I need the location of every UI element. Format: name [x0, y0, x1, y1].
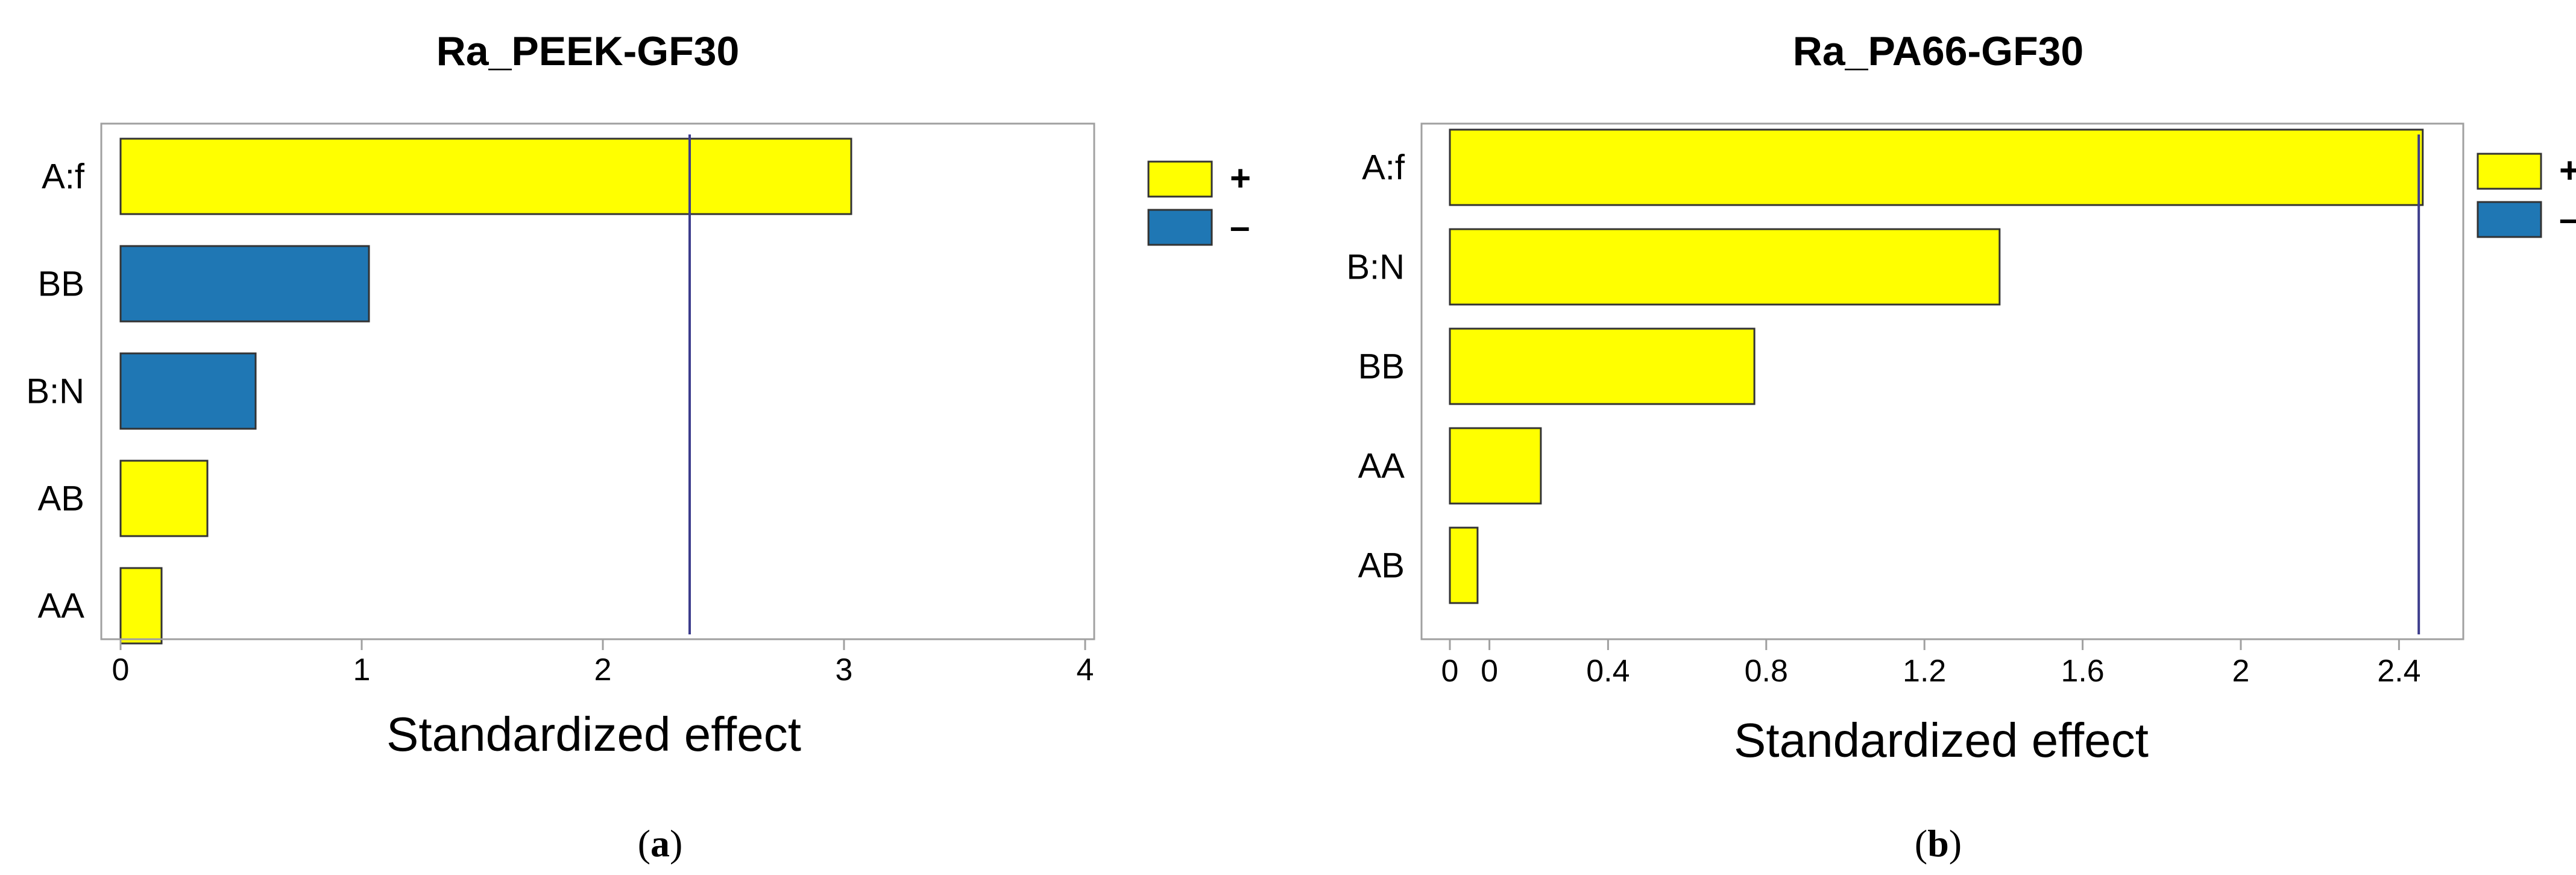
panel-b-tick-label: 0 [1441, 654, 1459, 689]
panel-b: Ra_PA66-GF30 0 0 0.4 0.8 1.2 1.6 2 2.4 A:f B:N BB… [1346, 28, 2576, 865]
panel-b-category-label: AA [1358, 447, 1405, 486]
panel-b-x-axis-label: Standardized effect [1734, 713, 2149, 767]
panel-b-tick-label: 0.8 [1745, 654, 1788, 689]
panel-b-legend-label: + [2559, 150, 2576, 191]
panel-a-caption: (a) [638, 822, 683, 865]
panel-a-category-label: AA [38, 587, 85, 626]
panel-b-category-label: B:N [1346, 248, 1405, 287]
panel-b-bar-ab [1449, 526, 1479, 604]
panel-b-caption: (b) [1915, 822, 1962, 865]
panel-b-legend: +– [2477, 150, 2576, 239]
panel-b-tick-label: 0 [1481, 654, 1498, 689]
panel-a: Ra_PEEK-GF30 0 1 2 3 4 A:f BB B:N AB AA Standard… [26, 28, 1251, 865]
panel-b-tick-label: 2 [2232, 654, 2250, 689]
panel-a-tick-label: 4 [1077, 652, 1094, 687]
panel-b-category-label: A:f [1362, 148, 1405, 188]
panel-a-category-label: A:f [42, 157, 85, 197]
panel-a-tick-label: 1 [353, 652, 371, 687]
panel-a-legend-label: – [1230, 206, 1250, 247]
panel-b-title: Ra_PA66-GF30 [1793, 28, 2084, 74]
panel-a-bar-ab [119, 460, 209, 537]
panel-b-bar-aa [1449, 427, 1542, 505]
panel-a-x-axis-label: Standardized effect [386, 707, 801, 761]
panel-a-legend: +– [1147, 158, 1251, 247]
panel-a-legend-label: + [1230, 158, 1251, 198]
panel-a-tick-label: 0 [112, 652, 130, 687]
panel-a-category-label: BB [38, 265, 84, 304]
panel-a-title: Ra_PEEK-GF30 [436, 28, 740, 74]
panel-a-legend-swatch [1147, 209, 1213, 246]
panel-b-tick-label: 1.2 [1903, 654, 1946, 689]
panel-b-legend-swatch [2477, 201, 2542, 238]
panel-a-bar-bb [119, 245, 370, 323]
panel-a-category-label: B:N [26, 372, 84, 411]
panel-a-tick-label: 3 [836, 652, 853, 687]
panel-b-category-label: BB [1358, 347, 1405, 387]
panel-b-legend-label: – [2559, 198, 2576, 239]
panel-b-category-label: AB [1358, 546, 1405, 586]
panel-a-category-label: AB [38, 479, 84, 519]
panel-a-tick-label: 2 [594, 652, 612, 687]
panel-b-tick-label: 0.4 [1586, 654, 1630, 689]
panel-a-bar-aa [119, 567, 163, 645]
panel-a-legend-swatch [1147, 160, 1213, 198]
panel-b-tick-label: 2.4 [2377, 654, 2420, 689]
panel-b-bar-bn [1449, 228, 2001, 306]
panel-b-tick-label: 1.6 [2061, 654, 2104, 689]
panel-b-legend-swatch [2477, 153, 2542, 190]
panel-b-bar-af [1449, 128, 2424, 206]
panel-a-bar-af [119, 137, 852, 215]
panel-a-bar-bn [119, 352, 257, 430]
panel-b-bar-bb [1449, 327, 1756, 405]
